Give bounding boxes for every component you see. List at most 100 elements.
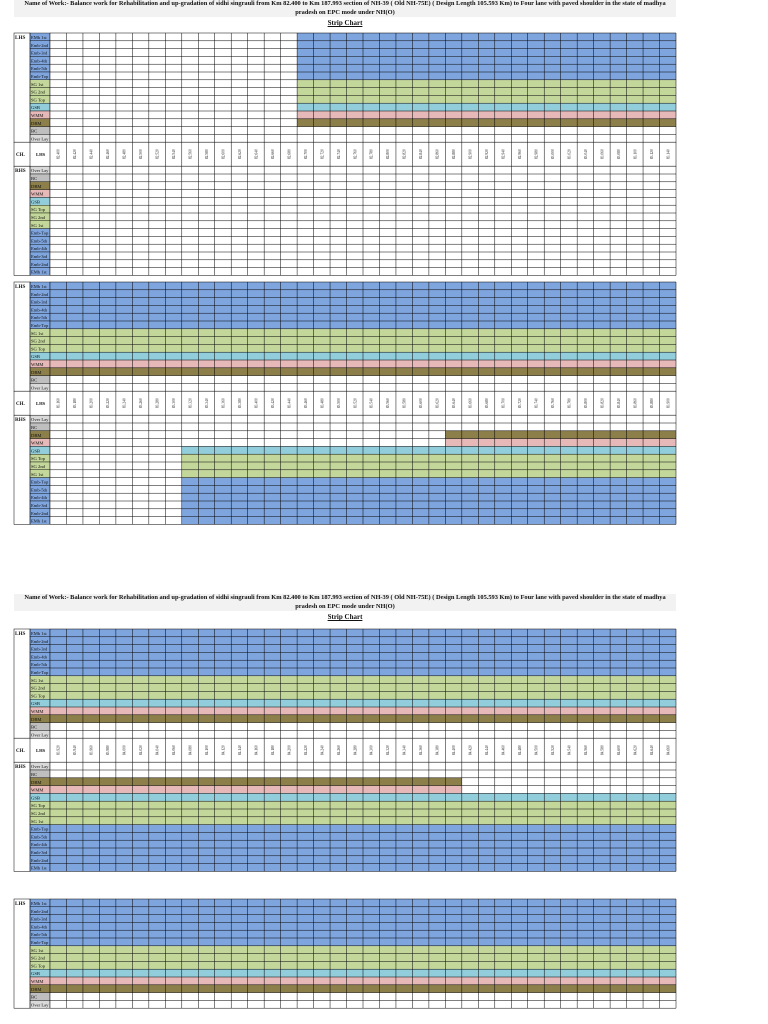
layer-label: Emb-4th xyxy=(31,495,48,500)
chainage-row xyxy=(13,390,677,416)
layer-label: EMb 1st xyxy=(31,270,47,275)
chainage-label: 84.500 xyxy=(534,745,538,755)
chainage-label: 82.980 xyxy=(534,149,538,159)
chainage-label: 83.000 xyxy=(551,149,555,159)
chainage-label: 83.280 xyxy=(156,398,160,408)
chainage-label: 83.680 xyxy=(485,398,489,408)
layer-label: Emb-5th xyxy=(31,487,48,492)
layer-label: SG 1st xyxy=(31,82,44,87)
chainage-label: 84.180 xyxy=(271,745,275,755)
layer-label: Emb-4th xyxy=(31,246,48,251)
chainage-label: 83.520 xyxy=(353,398,357,408)
chainage-header: CH. xyxy=(16,153,26,158)
chainage-side: LHS xyxy=(36,401,46,406)
completed-range xyxy=(297,87,676,96)
chainage-label: 83.620 xyxy=(436,398,440,408)
chainage-label: 84.660 xyxy=(666,745,670,755)
layer-label: GSB xyxy=(31,448,40,453)
chainage-label: 84.580 xyxy=(600,745,604,755)
layer-label: BC xyxy=(31,129,37,134)
chainage-label: 82.560 xyxy=(189,149,193,159)
layer-label: GSB xyxy=(31,354,40,359)
layer-label: SG 1st xyxy=(31,819,44,824)
completed-range xyxy=(297,103,676,111)
chainage-label: 82.840 xyxy=(419,149,423,159)
layer-label: SG Top xyxy=(31,963,46,968)
chainage-label: 83.640 xyxy=(452,398,456,408)
chainage-label: 84.560 xyxy=(584,745,588,755)
layer-label: EMb 1st xyxy=(31,35,47,40)
completed-range xyxy=(297,56,676,65)
layer-label: Emb-Top xyxy=(31,827,49,832)
chainage-label: 84.160 xyxy=(254,745,258,755)
chainage-label: 84.100 xyxy=(205,745,209,755)
layer-label: Emb-2nd xyxy=(31,909,49,914)
layer-label: SG 2nd xyxy=(31,686,46,691)
chainage-label: 83.300 xyxy=(172,398,176,408)
chainage-side: LHS xyxy=(36,748,46,753)
layer-label: Emb-Top xyxy=(31,480,49,485)
chainage-label: 82.640 xyxy=(254,149,258,159)
side-label: RHS xyxy=(15,168,26,174)
chainage-label: 83.720 xyxy=(518,398,522,408)
completed-range xyxy=(297,72,676,80)
chainage-label: 83.880 xyxy=(650,398,654,408)
layer-label: SG Top xyxy=(31,803,46,808)
layer-label: WMM xyxy=(31,113,44,118)
layer-label: BC xyxy=(31,772,37,777)
chainage-label: 84.440 xyxy=(485,745,489,755)
side-label: LHS xyxy=(15,901,25,907)
layer-label: Emb-2nd xyxy=(31,43,49,48)
chainage-label: 82.540 xyxy=(172,149,176,159)
layer-label: Emb-2nd xyxy=(31,292,49,297)
layer-label: DBM xyxy=(31,184,41,189)
layer-label: SG Top xyxy=(31,456,46,461)
chainage-label: 83.020 xyxy=(567,149,571,159)
chainage-label: 83.900 xyxy=(666,398,670,408)
layer-label: GSB xyxy=(31,105,40,110)
chainage-label: 84.000 xyxy=(123,745,127,755)
chainage-label: 83.260 xyxy=(139,398,143,408)
chainage-header: CH. xyxy=(16,402,26,407)
chainage-label: 82.500 xyxy=(139,149,143,159)
chainage-label: 82.860 xyxy=(436,149,440,159)
layer-label: SG 2nd xyxy=(31,811,46,816)
chainage-label: 83.500 xyxy=(337,398,341,408)
layer-label: Emb-Top xyxy=(31,940,49,945)
layer-label: Emb-Top xyxy=(31,323,49,328)
layer-label: Over Lay xyxy=(31,417,49,422)
layer-label: Emb-3rd xyxy=(31,647,48,652)
chainage-label: 84.240 xyxy=(320,745,324,755)
chainage-label: 82.900 xyxy=(469,149,473,159)
layer-label: Emb-4th xyxy=(31,842,48,847)
chainage-label: 83.100 xyxy=(633,149,637,159)
chainage-label: 83.540 xyxy=(370,398,374,408)
layer-label: DBM xyxy=(31,370,41,375)
chainage-label: 82.420 xyxy=(73,149,77,159)
chainage-label: 84.360 xyxy=(419,745,423,755)
side-cell xyxy=(13,898,31,1009)
layer-label: Emb-3rd xyxy=(31,850,48,855)
chainage-label: 84.520 xyxy=(551,745,555,755)
chainage-label: 84.540 xyxy=(567,745,571,755)
chainage-label: 83.380 xyxy=(238,398,242,408)
side-cell xyxy=(13,32,31,143)
layer-label: BC xyxy=(31,176,37,181)
chainage-label: 84.480 xyxy=(518,745,522,755)
chainage-label: 84.280 xyxy=(353,745,357,755)
chainage-label: 84.220 xyxy=(304,745,308,755)
layer-label: Emb-2nd xyxy=(31,262,49,267)
layer-label: WMM xyxy=(31,362,44,367)
chainage-label: 83.140 xyxy=(666,149,670,159)
side-label: LHS xyxy=(15,35,25,41)
chainage-label: 82.680 xyxy=(287,149,291,159)
layer-label: SG 1st xyxy=(31,331,44,336)
chainage-label: 84.460 xyxy=(502,745,506,755)
chainage-label: 84.340 xyxy=(403,745,407,755)
side-cell xyxy=(13,761,31,872)
layer-label: Over Lay xyxy=(31,136,49,141)
side-cell xyxy=(13,281,31,392)
chainage-label: 83.460 xyxy=(304,398,308,408)
chainage-label: 82.720 xyxy=(320,149,324,159)
